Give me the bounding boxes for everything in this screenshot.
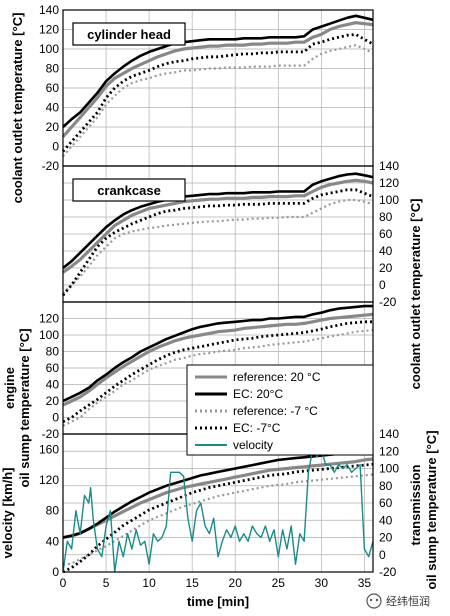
series-line: [62, 43, 374, 158]
y-tick-label: 100: [379, 193, 399, 207]
y-tick-label: 80: [46, 62, 60, 76]
y-tick-label: 0: [52, 140, 59, 154]
y-tick-label: 80: [46, 345, 60, 359]
x-tick-label: 5: [103, 576, 110, 590]
y-tick-label: -20: [42, 427, 60, 441]
panel-label-text: crankcase: [97, 183, 161, 198]
panel-frames: cylinder head crankcase: [62, 9, 374, 573]
legend-label: velocity: [233, 438, 273, 452]
legend-label: reference: 20 °C: [233, 370, 321, 384]
y-tick-label: 120: [39, 312, 59, 326]
series-line: [62, 198, 374, 295]
velocity-axis-title: velocity [km/h]: [0, 467, 15, 558]
y-axis-title-line2: oil sump temperature [°C]: [17, 328, 32, 487]
velocity-tick-label: 120: [39, 473, 59, 487]
panel-label-box: [72, 22, 186, 46]
y-axis-title: coolant outlet temperature [°C]: [10, 13, 25, 204]
y-axis-title-line1: transmission: [408, 464, 423, 545]
y-tick-label: 40: [46, 101, 60, 115]
y-tick-label: -20: [42, 159, 60, 173]
y-tick-label: 20: [46, 120, 60, 134]
y-tick-label: -20: [379, 565, 397, 579]
y-tick-label: 100: [39, 42, 59, 56]
velocity-line: [62, 448, 374, 573]
y-tick-label: 20: [379, 531, 393, 545]
series-line: [62, 178, 374, 274]
y-tick-label: -20: [379, 295, 397, 309]
x-tick-label: 20: [229, 576, 243, 590]
series-line: [62, 449, 374, 539]
legend-box: [186, 364, 374, 456]
series-line: [61, 188, 374, 297]
velocity-tick-label: 80: [46, 504, 60, 518]
panel-label-text: cylinder head: [87, 27, 171, 42]
y-axis-title-line1: engine: [2, 367, 17, 409]
x-tick-label: 25: [272, 576, 286, 590]
y-tick-label: 120: [379, 444, 399, 458]
series-line: [62, 462, 374, 574]
y-tick-label: 60: [379, 496, 393, 510]
x-tick-label: 15: [185, 576, 199, 590]
wechat-logo-eye-right: [375, 598, 379, 602]
series-line: [62, 14, 374, 128]
grid-layer: [62, 9, 373, 573]
series-line: [62, 304, 373, 403]
series-layer: [61, 14, 374, 574]
y-tick-label: 0: [379, 278, 386, 292]
watermark: 经纬恒润: [366, 593, 430, 609]
panel-label-box: [72, 178, 186, 202]
wechat-logo-eye-left: [369, 598, 373, 602]
y-tick-label: 40: [379, 513, 393, 527]
series-line: [61, 33, 374, 153]
legend: reference: 20 °C EC: 20°C reference: -7 °C…: [186, 364, 374, 456]
y-tick-label: 80: [379, 210, 393, 224]
velocity-tick-label: 0: [52, 565, 59, 579]
watermark-text: 经纬恒润: [386, 594, 430, 608]
series-line: [62, 312, 374, 407]
y-tick-label: 60: [46, 81, 60, 95]
y-tick-label: 120: [379, 176, 399, 190]
y-tick-label: 0: [52, 411, 59, 425]
x-tick-label: 10: [142, 576, 156, 590]
legend-label: EC: 20°C: [233, 387, 283, 401]
legend-label: reference: -7 °C: [233, 404, 318, 418]
y-tick-label: 40: [379, 244, 393, 258]
y-tick-label: 20: [379, 261, 393, 275]
tick-labels: -20020406080100120140-200204060801001201…: [39, 3, 399, 590]
y-tick-label: 140: [39, 3, 59, 17]
series-line: [62, 457, 374, 540]
y-axis-title: coolant outlet temperature [°C]: [408, 199, 423, 390]
y-tick-label: 120: [39, 23, 59, 37]
y-tick-label: 140: [379, 159, 399, 173]
x-axis-title: time [min]: [187, 594, 249, 609]
x-tick-label: 35: [358, 576, 372, 590]
series-line: [62, 320, 373, 423]
y-tick-label: 60: [379, 227, 393, 241]
series-line: [61, 21, 374, 138]
y-tick-label: 100: [379, 462, 399, 476]
series-line: [62, 172, 374, 270]
x-tick-label: 30: [315, 576, 329, 590]
series-line: [62, 473, 374, 567]
wechat-logo-icon: [366, 593, 382, 609]
y-tick-label: 60: [46, 361, 60, 375]
y-tick-label: 0: [379, 548, 386, 562]
velocity-tick-label: 160: [39, 442, 59, 456]
y-tick-label: 40: [46, 378, 60, 392]
axis-labels: coolant outlet temperature [°C] coolant o…: [0, 13, 439, 609]
legend-label: EC: -7°C: [233, 421, 281, 435]
y-tick-label: 100: [39, 328, 59, 342]
x-tick-label: 0: [60, 576, 67, 590]
y-tick-label: 80: [379, 479, 393, 493]
y-axis-title-line2: oil sump temperature [°C]: [424, 430, 439, 589]
velocity-tick-label: 40: [46, 534, 60, 548]
y-tick-label: 140: [379, 427, 399, 441]
y-tick-label: 20: [46, 394, 60, 408]
